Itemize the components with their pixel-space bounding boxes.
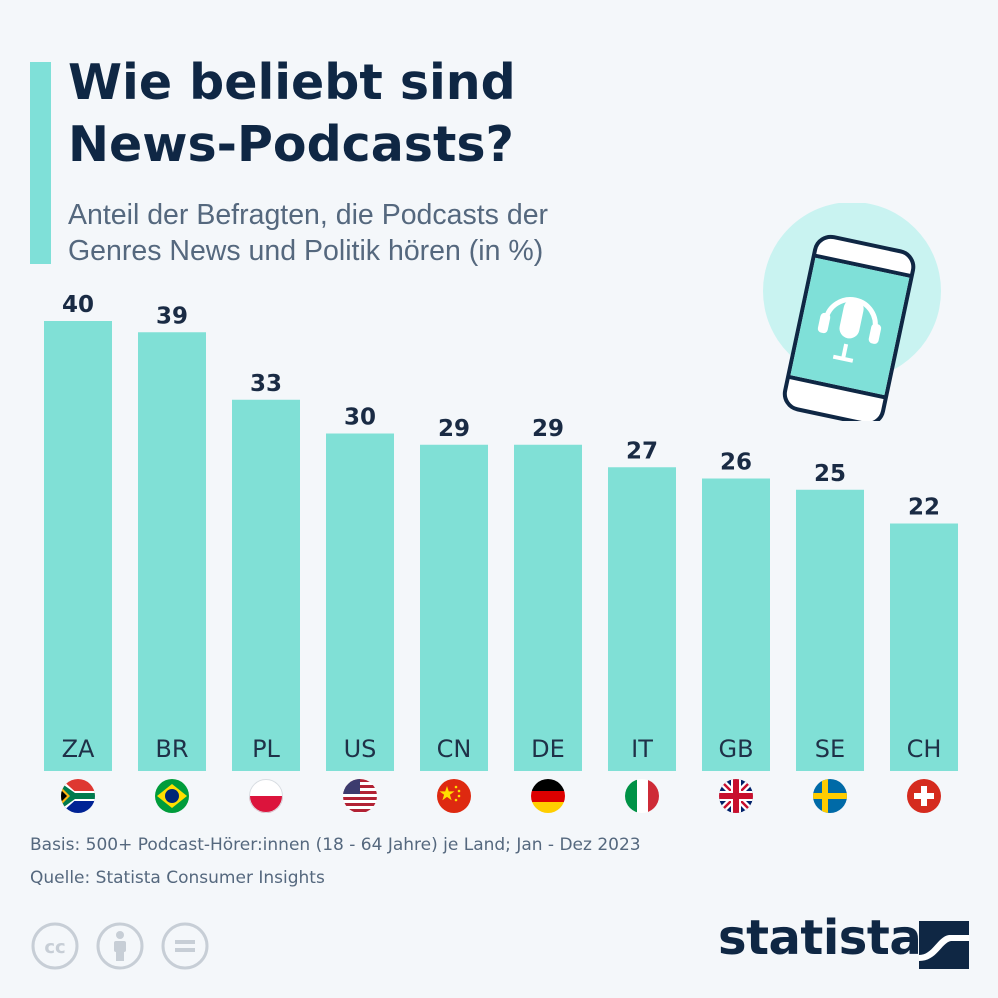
bar-se [796, 489, 864, 771]
category-label-ch: CH [907, 735, 942, 763]
category-label-cn: CN [437, 735, 472, 763]
no-derivatives-icon[interactable] [160, 921, 210, 971]
category-label-de: DE [531, 735, 565, 763]
sweden-flag-icon [813, 779, 847, 813]
bar-gb [702, 478, 770, 771]
value-label-pl: 33 [250, 371, 282, 397]
bar-ch [890, 523, 958, 771]
china-flag-icon [437, 779, 471, 813]
value-label-se: 25 [814, 461, 846, 487]
value-label-de: 29 [532, 416, 564, 442]
category-label-it: IT [631, 735, 653, 763]
switzerland-flag-icon [907, 779, 941, 813]
brazil-flag-icon [155, 779, 189, 813]
page-title: Wie beliebt sind News-Podcasts? [68, 52, 708, 176]
category-label-gb: GB [718, 735, 753, 763]
poland-flag-icon [249, 779, 283, 813]
bar-cn [420, 444, 488, 771]
attribution-icon[interactable] [95, 921, 145, 971]
svg-text:cc: cc [44, 937, 65, 958]
value-label-br: 39 [156, 303, 188, 329]
page-subtitle: Anteil der Befragten, die Podcasts der G… [68, 197, 688, 269]
bar-pl [232, 399, 300, 771]
title-line-1: Wie beliebt sind [68, 54, 516, 111]
value-label-za: 40 [62, 292, 94, 318]
usa-flag-icon [343, 779, 377, 813]
category-label-se: SE [815, 735, 845, 763]
value-label-ch: 22 [908, 495, 940, 521]
bar-za [44, 321, 112, 771]
title-accent-bar [30, 62, 51, 264]
podcast-phone-icon [763, 203, 941, 421]
category-label-br: BR [155, 735, 188, 763]
footer-source: Quelle: Statista Consumer Insights [30, 868, 325, 888]
bar-br [138, 332, 206, 771]
subtitle-line-1: Anteil der Befragten, die Podcasts der [68, 199, 549, 231]
bar-us [326, 433, 394, 771]
footer-basis: Basis: 500+ Podcast-Hörer:innen (18 - 64… [30, 835, 641, 855]
value-label-it: 27 [626, 438, 658, 464]
statista-logo-icon[interactable] [919, 921, 969, 969]
bar-it [608, 467, 676, 771]
italy-flag-icon [625, 779, 659, 813]
cc-icon[interactable]: cc [30, 921, 80, 971]
value-label-us: 30 [344, 405, 376, 431]
value-label-gb: 26 [720, 450, 752, 476]
germany-flag-icon [531, 779, 565, 813]
category-label-pl: PL [252, 735, 280, 763]
bar-de [514, 444, 582, 771]
south-africa-flag-icon [61, 779, 95, 813]
category-label-za: ZA [62, 735, 95, 763]
uk-flag-icon [719, 779, 753, 813]
value-label-cn: 29 [438, 416, 470, 442]
license-icons: cc [30, 921, 220, 975]
title-line-2: News-Podcasts? [68, 116, 514, 173]
statista-wordmark[interactable]: statista [718, 910, 922, 966]
category-label-us: US [344, 735, 377, 763]
subtitle-line-2: Genres News und Politik hören (in %) [68, 235, 544, 267]
